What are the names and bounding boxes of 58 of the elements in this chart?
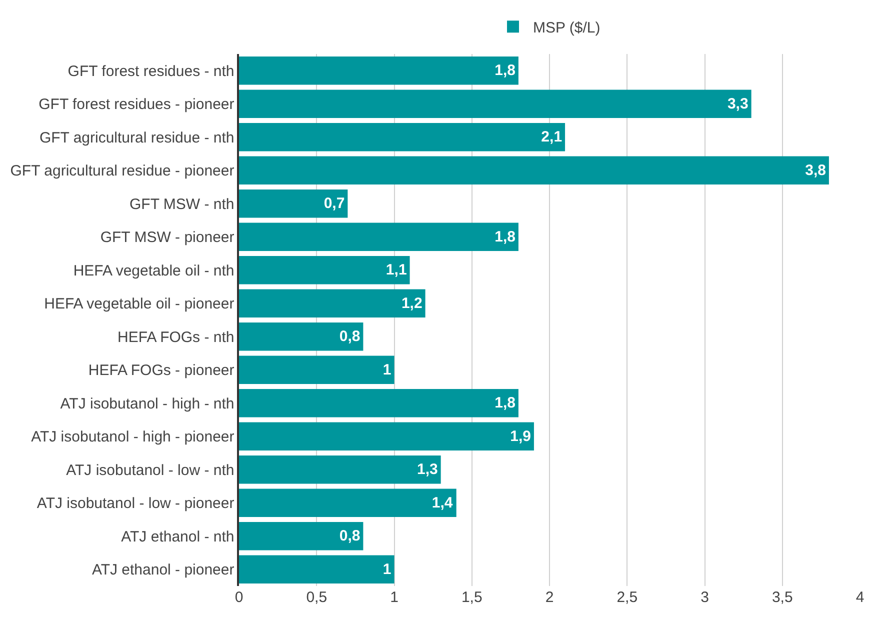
y-tick-label: ATJ isobutanol - low - pioneer [36,495,234,512]
x-tick-label: 4 [856,589,864,606]
bar [239,488,456,518]
data-label: 0,7 [324,195,345,212]
bar [239,256,410,284]
y-tick-label: ATJ isobutanol - low - nth [66,462,234,479]
y-tick-label: HEFA FOGs - pioneer [88,362,234,380]
bar [239,289,426,318]
bar [239,388,518,418]
x-tick-label: 0 [234,589,244,606]
x-tick-label: 1,5 [461,589,482,606]
bar [239,422,534,451]
data-label: 0,8 [339,528,360,545]
y-tick-label: HEFA vegetable oil - nth [73,262,234,280]
data-label: 1,2 [401,294,422,312]
y-tick-label: GFT agricultural residue - pioneer [10,162,234,180]
data-label: 3,8 [805,162,826,179]
data-label: 3,3 [727,95,748,112]
y-tick-label: ATJ isobutanol - high - nth [60,395,234,412]
y-tick-label: ATJ ethanol - nth [121,528,234,546]
data-label: 0,8 [339,328,360,346]
bar [239,56,518,85]
bar [239,222,518,252]
y-tick-label: HEFA FOGs - nth [118,328,234,346]
x-tick-label: 2,5 [616,589,638,606]
x-tick-label: 0,5 [306,589,328,606]
y-tick-label: GFT MSW - pioneer [100,229,234,246]
data-label: 1 [382,560,392,578]
bar [239,455,441,484]
data-label: 1,3 [416,461,438,478]
data-label: 2,1 [541,128,562,146]
y-tick-label: GFT forest residues - nth [68,62,234,80]
y-tick-label: ATJ isobutanol - high - pioneer [31,428,234,446]
y-tick-label: GFT agricultural residue - nth [39,129,234,146]
y-tick-label: GFT MSW - nth [130,196,234,213]
x-tick-label: 3,5 [772,589,793,606]
bar [239,90,752,118]
bar [239,189,348,218]
y-tick-label: GFT forest residues - pioneer [38,96,234,114]
y-tick-label: HEFA vegetable oil - pioneer [44,296,234,313]
data-label: 1,1 [386,262,407,279]
data-label: 1,9 [510,428,531,445]
bar [239,156,829,185]
data-label: 1 [382,361,392,378]
bar [239,356,394,384]
data-label: 1,8 [494,62,516,80]
x-tick-label: 3 [700,589,709,606]
x-tick-label: 2 [545,589,554,606]
bar [239,555,394,584]
legend-label: MSP ($/L) [533,19,600,36]
data-label: 1,8 [494,394,516,412]
x-tick-label: 1 [390,589,398,606]
bar [239,122,566,152]
data-label: 1,8 [494,228,516,246]
bar [239,322,364,351]
data-label: 1,4 [432,494,454,512]
y-tick-label: ATJ ethanol - pioneer [92,562,234,579]
bar [239,522,364,550]
